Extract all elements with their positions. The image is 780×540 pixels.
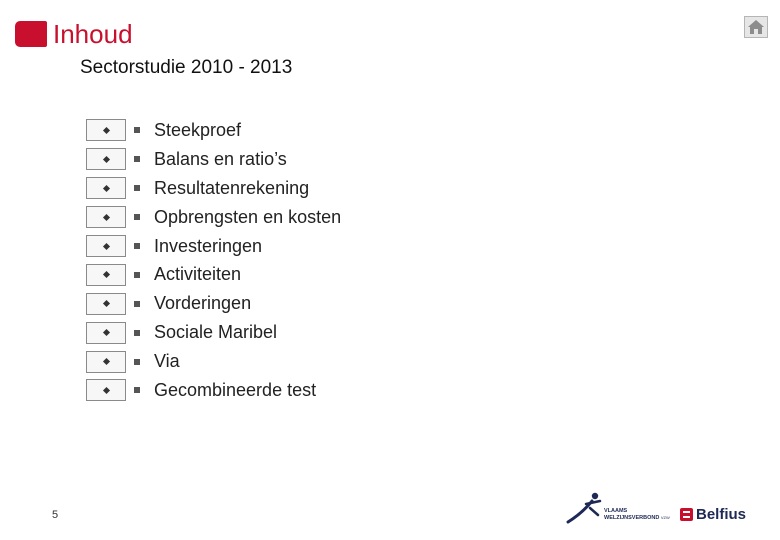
toc-nav-button[interactable] <box>86 379 126 401</box>
diamond-icon <box>102 214 109 221</box>
toc-item-label[interactable]: Vorderingen <box>154 293 251 314</box>
diamond-icon <box>102 242 109 249</box>
toc-nav-button[interactable] <box>86 235 126 257</box>
toc-nav-button[interactable] <box>86 293 126 315</box>
square-bullet-icon <box>134 272 140 278</box>
belfius-logo: Belfius <box>680 506 746 523</box>
square-bullet-icon <box>134 387 140 393</box>
square-bullet-icon <box>134 127 140 133</box>
diamond-icon <box>102 329 109 336</box>
square-bullet-icon <box>134 156 140 162</box>
toc-nav-button[interactable] <box>86 177 126 199</box>
toc-item-activiteiten[interactable]: Activiteiten <box>86 260 341 289</box>
square-bullet-icon <box>134 243 140 249</box>
toc-item-opbrengsten[interactable]: Opbrengsten en kosten <box>86 203 341 232</box>
toc-nav-button[interactable] <box>86 264 126 286</box>
toc-nav-button[interactable] <box>86 119 126 141</box>
belfius-mark-icon <box>680 508 693 521</box>
page-number: 5 <box>52 509 58 521</box>
vvsg-suffix: VZW <box>661 515 670 520</box>
diamond-icon <box>102 185 109 192</box>
toc-item-vorderingen[interactable]: Vorderingen <box>86 289 341 318</box>
toc-item-balans[interactable]: Balans en ratio’s <box>86 145 341 174</box>
toc-list: Steekproef Balans en ratio’s Resultatenr… <box>86 116 341 405</box>
toc-item-label[interactable]: Steekproef <box>154 120 241 141</box>
diamond-icon <box>102 127 109 134</box>
vvsg-logo-icon <box>566 491 606 530</box>
toc-item-label[interactable]: Investeringen <box>154 236 262 257</box>
page-title: Inhoud <box>53 19 133 49</box>
toc-item-investeringen[interactable]: Investeringen <box>86 232 341 261</box>
toc-nav-button[interactable] <box>86 148 126 170</box>
toc-item-via[interactable]: Via <box>86 347 341 376</box>
home-icon[interactable] <box>744 16 768 38</box>
section-subtitle: Sectorstudie 2010 - 2013 <box>80 56 292 80</box>
toc-item-label[interactable]: Opbrengsten en kosten <box>154 207 341 228</box>
square-bullet-icon <box>134 185 140 191</box>
toc-item-sociale-maribel[interactable]: Sociale Maribel <box>86 318 341 347</box>
diamond-icon <box>102 387 109 394</box>
toc-item-label[interactable]: Balans en ratio’s <box>154 149 287 170</box>
diamond-icon <box>102 156 109 163</box>
toc-item-resultatenrekening[interactable]: Resultatenrekening <box>86 174 341 203</box>
toc-item-label[interactable]: Resultatenrekening <box>154 178 309 199</box>
diamond-icon <box>102 358 109 365</box>
diamond-icon <box>102 271 109 278</box>
square-bullet-icon <box>134 330 140 336</box>
title-accent-square <box>15 21 47 47</box>
vvsg-line-2: WELZIJNSVERBOND <box>604 515 659 521</box>
toc-item-gecombineerde-test[interactable]: Gecombineerde test <box>86 376 341 405</box>
diamond-icon <box>102 300 109 307</box>
vvsg-logo-text: VLAAMS WELZIJNSVERBOND VZW <box>604 508 670 521</box>
toc-item-label[interactable]: Activiteiten <box>154 264 241 285</box>
belfius-name: Belfius <box>696 506 746 523</box>
toc-nav-button[interactable] <box>86 322 126 344</box>
toc-nav-button[interactable] <box>86 351 126 373</box>
square-bullet-icon <box>134 301 140 307</box>
toc-item-steekproef[interactable]: Steekproef <box>86 116 341 145</box>
toc-item-label[interactable]: Gecombineerde test <box>154 380 316 401</box>
square-bullet-icon <box>134 359 140 365</box>
toc-nav-button[interactable] <box>86 206 126 228</box>
toc-item-label[interactable]: Via <box>154 351 180 372</box>
toc-item-label[interactable]: Sociale Maribel <box>154 322 277 343</box>
square-bullet-icon <box>134 214 140 220</box>
